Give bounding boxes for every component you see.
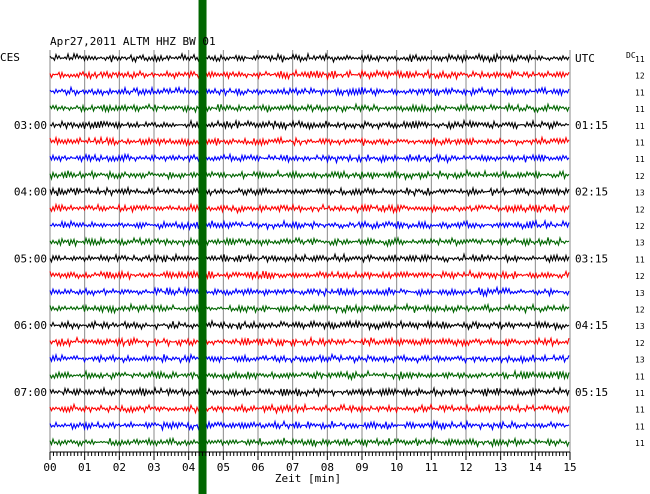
left-axis-title: CES <box>0 51 20 64</box>
right-time-label: 03:15 <box>575 252 608 265</box>
trace-23 <box>49 436 570 449</box>
trace-9 <box>49 202 570 215</box>
trace-11 <box>49 235 570 248</box>
dc-label: 12 <box>635 172 645 181</box>
trace-21 <box>49 402 570 415</box>
x-tick-label: 05 <box>217 461 230 474</box>
dc-label: 12 <box>635 205 645 214</box>
trace-19 <box>49 368 570 382</box>
dc-label: 11 <box>635 105 645 114</box>
left-time-label: 04:00 <box>14 186 47 199</box>
dc-offset-labels: 11 12 11 11 11 11 11 12 13 12 12 13 11 12 13 12 13 12 13 11… <box>635 55 645 448</box>
left-time-labels: 03:00 04:00 05:00 06:00 07:00 <box>14 119 47 399</box>
event-marker <box>198 0 207 494</box>
trace-2 <box>49 85 570 98</box>
dc-label: 11 <box>635 88 645 97</box>
x-tick-labels: 00 01 02 03 04 05 06 07 08 09 10 11 12 13 14 15 <box>43 461 576 474</box>
trace-13 <box>49 268 570 281</box>
dc-header: DC <box>626 51 636 60</box>
trace-7 <box>49 168 570 182</box>
x-tick-label: 06 <box>251 461 264 474</box>
trace-6 <box>49 152 570 165</box>
x-tick-label: 02 <box>113 461 126 474</box>
trace-18 <box>49 352 570 365</box>
dc-label: 11 <box>635 255 645 264</box>
x-tick-label: 13 <box>494 461 507 474</box>
trace-17 <box>49 335 570 348</box>
x-tick-label: 12 <box>459 461 472 474</box>
x-tick-label: 08 <box>321 461 334 474</box>
trace-1 <box>49 68 570 81</box>
right-time-label: 05:15 <box>575 386 608 399</box>
dc-label: 13 <box>635 189 645 198</box>
event-marker-bar <box>198 0 207 494</box>
x-tick-label: 01 <box>78 461 91 474</box>
x-tick-label: 14 <box>529 461 543 474</box>
dc-label: 12 <box>635 272 645 281</box>
dc-label: 12 <box>635 306 645 315</box>
trace-0 <box>49 51 570 64</box>
x-tick-label: 11 <box>425 461 438 474</box>
left-time-label: 03:00 <box>14 119 47 132</box>
right-time-labels: UTC 01:15 02:15 03:15 04:15 05:15 <box>575 52 608 399</box>
dc-label: 12 <box>635 339 645 348</box>
trace-16 <box>49 319 570 332</box>
trace-22 <box>49 419 570 432</box>
right-time-label: 02:15 <box>575 186 608 199</box>
dc-label: 11 <box>635 439 645 448</box>
dc-label: 11 <box>635 122 645 131</box>
dc-label: 11 <box>635 389 645 398</box>
right-time-label: 04:15 <box>575 319 608 332</box>
trace-12 <box>49 252 570 264</box>
trace-15 <box>49 302 570 315</box>
x-tick-label: 07 <box>286 461 299 474</box>
x-tick-label: 09 <box>355 461 368 474</box>
x-tick-label: 00 <box>43 461 56 474</box>
x-tick-label: 03 <box>147 461 160 474</box>
dc-label: 11 <box>635 139 645 148</box>
dc-label: 11 <box>635 406 645 415</box>
dc-label: 13 <box>635 239 645 248</box>
x-tick-label: 04 <box>182 461 196 474</box>
x-axis-label: Zeit [min] <box>275 472 341 485</box>
dc-label: 11 <box>635 372 645 381</box>
trace-8 <box>49 185 570 198</box>
left-time-label: 05:00 <box>14 252 47 265</box>
dc-label: 12 <box>635 72 645 81</box>
dc-label: 12 <box>635 222 645 231</box>
chart-header: Apr27,2011 ALTM HHZ BW 01 <box>50 35 216 48</box>
x-tick-label: 15 <box>563 461 576 474</box>
trace-3 <box>49 101 570 114</box>
seismic-traces <box>49 51 570 449</box>
x-tick-label: 10 <box>390 461 403 474</box>
dc-label: 11 <box>635 55 645 64</box>
minute-gridlines <box>49 50 571 452</box>
dc-label: 11 <box>635 422 645 431</box>
trace-5 <box>49 135 570 148</box>
dc-label: 11 <box>635 155 645 164</box>
right-time-label: 01:15 <box>575 119 608 132</box>
trace-20 <box>49 385 570 398</box>
trace-14 <box>49 285 570 298</box>
dc-label: 13 <box>635 356 645 365</box>
dc-label: 13 <box>635 289 645 298</box>
time-axis <box>49 451 571 460</box>
trace-4 <box>49 118 570 131</box>
trace-10 <box>49 218 570 232</box>
dc-label: 13 <box>635 322 645 331</box>
left-time-label: 06:00 <box>14 319 47 332</box>
right-time-label: UTC <box>575 52 595 65</box>
left-time-label: 07:00 <box>14 386 47 399</box>
